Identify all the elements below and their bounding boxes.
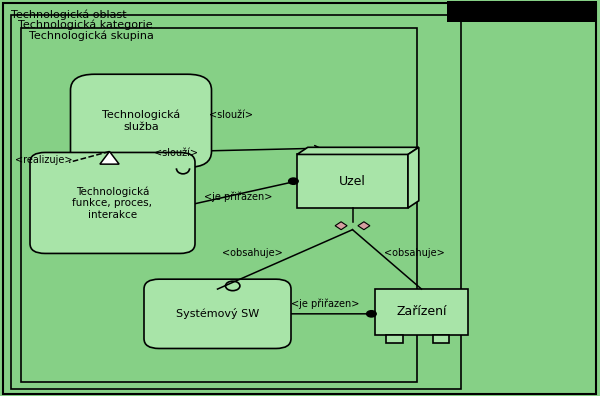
Text: Technologická
funkce, proces,
interakce: Technologická funkce, proces, interakce xyxy=(73,186,152,220)
Text: <slouží>: <slouží> xyxy=(209,110,253,120)
Polygon shape xyxy=(408,147,419,208)
Polygon shape xyxy=(358,222,370,230)
Polygon shape xyxy=(297,154,408,208)
FancyBboxPatch shape xyxy=(70,74,211,167)
FancyBboxPatch shape xyxy=(144,279,291,348)
Text: Technologická
služba: Technologická služba xyxy=(102,110,180,132)
Polygon shape xyxy=(375,289,468,335)
FancyBboxPatch shape xyxy=(11,15,461,389)
Text: Uzel: Uzel xyxy=(339,175,366,188)
Text: <je přiřazen>: <je přiřazen> xyxy=(292,299,359,309)
Polygon shape xyxy=(335,222,347,230)
Text: <je přiřazen>: <je přiřazen> xyxy=(205,192,272,202)
Polygon shape xyxy=(386,335,403,343)
FancyBboxPatch shape xyxy=(3,3,596,394)
FancyBboxPatch shape xyxy=(21,28,417,382)
Polygon shape xyxy=(433,335,449,343)
Circle shape xyxy=(289,178,298,185)
Text: <slouží>: <slouží> xyxy=(154,148,198,158)
Polygon shape xyxy=(297,147,419,154)
Text: Technologická skupina: Technologická skupina xyxy=(29,31,154,42)
Text: Zařízení: Zařízení xyxy=(396,305,447,318)
Text: Technologická kategorie: Technologická kategorie xyxy=(18,20,152,30)
Text: Systémový SW: Systémový SW xyxy=(176,308,259,319)
Text: <realizuje>: <realizuje> xyxy=(15,155,73,166)
Circle shape xyxy=(367,310,376,317)
FancyBboxPatch shape xyxy=(30,152,195,253)
Text: <obsahuje>: <obsahuje> xyxy=(383,248,445,259)
Polygon shape xyxy=(100,152,119,164)
Text: <obsahuje>: <obsahuje> xyxy=(221,248,283,259)
Polygon shape xyxy=(447,1,597,22)
Text: Technologická oblast: Technologická oblast xyxy=(11,10,127,21)
